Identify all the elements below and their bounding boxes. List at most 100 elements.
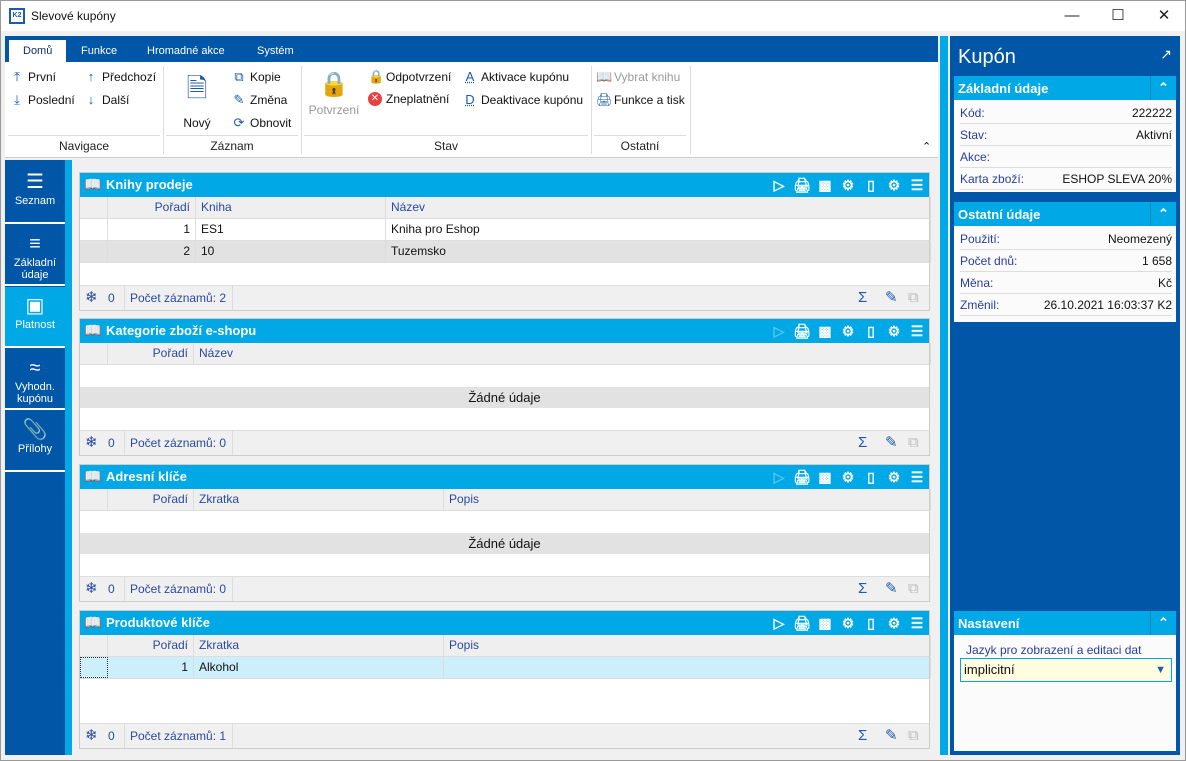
last-button[interactable]: ⤓ Poslední bbox=[10, 92, 75, 108]
filter-icon[interactable]: ❄ bbox=[85, 289, 98, 306]
add-record-icon[interactable]: ⧉ bbox=[908, 580, 919, 597]
menu-icon[interactable]: ☰ bbox=[910, 177, 924, 193]
tab-domu[interactable]: Domů bbox=[9, 40, 67, 62]
print-icon[interactable]: 🖨 bbox=[793, 615, 811, 631]
settings-icon[interactable]: ⚙ bbox=[887, 323, 901, 339]
tab-funkce[interactable]: Funkce bbox=[81, 45, 118, 57]
edit-icon[interactable]: ✎ bbox=[885, 434, 898, 451]
columns-icon[interactable]: ▯ bbox=[867, 177, 875, 193]
sum-icon[interactable]: Σ bbox=[858, 289, 868, 306]
collapse-ribbon-icon[interactable]: ⌃ bbox=[922, 141, 932, 153]
edit-button[interactable]: ✎ Změna bbox=[232, 92, 288, 108]
edit-icon[interactable]: ✎ bbox=[885, 727, 898, 744]
modules-icon[interactable]: ⚙ bbox=[841, 469, 855, 485]
functions-print-button[interactable]: 🖨 Funkce a tisk bbox=[596, 92, 685, 108]
edit-icon[interactable]: ✎ bbox=[885, 289, 898, 306]
column-header[interactable] bbox=[80, 343, 108, 364]
settings-icon[interactable]: ⚙ bbox=[887, 615, 901, 631]
run-icon[interactable]: ▷ bbox=[773, 615, 785, 631]
select-book-button[interactable]: 📖 Vybrat knihu bbox=[596, 69, 680, 85]
add-record-icon[interactable]: ⧉ bbox=[908, 727, 919, 744]
nav-item-2[interactable]: ▣ Platnost bbox=[5, 287, 65, 348]
print-icon[interactable]: 🖨 bbox=[793, 177, 811, 193]
report-icon[interactable]: ▩ bbox=[818, 615, 832, 631]
collapse-chevron-icon[interactable]: ⌃ bbox=[1150, 76, 1176, 100]
unconfirm-button[interactable]: 🔒 Odpotvrzení bbox=[368, 69, 451, 85]
column-header[interactable]: Pořadí bbox=[108, 197, 196, 218]
deactivate-coupon-button[interactable]: D Deaktivace kupónu bbox=[463, 92, 583, 107]
column-header[interactable]: Pořadí bbox=[108, 343, 194, 364]
refresh-button[interactable]: ⟳ Obnovit bbox=[232, 115, 292, 131]
panel-header: 📖 Produktové klíče ▷ 🖨 ▩ ⚙ ▯ ⚙ ☰ bbox=[80, 611, 929, 635]
panel-splitter[interactable] bbox=[940, 36, 948, 755]
language-label: Jazyk pro zobrazení a editaci dat bbox=[966, 643, 1142, 657]
settings-icon[interactable]: ⚙ bbox=[887, 177, 901, 193]
confirm-button[interactable]: 🔒 Potvrzení bbox=[306, 70, 362, 117]
column-header[interactable] bbox=[80, 635, 108, 656]
maximize-button[interactable]: ☐ bbox=[1111, 7, 1125, 24]
columns-icon[interactable]: ▯ bbox=[867, 323, 875, 339]
next-button[interactable]: ↓ Další bbox=[84, 92, 130, 107]
column-header[interactable]: Název bbox=[194, 343, 931, 364]
run-icon[interactable]: ▷ bbox=[773, 469, 785, 485]
filter-icon[interactable]: ❄ bbox=[85, 434, 98, 451]
sum-icon[interactable]: Σ bbox=[858, 580, 868, 597]
column-header[interactable]: Popis bbox=[444, 489, 931, 510]
menu-icon[interactable]: ☰ bbox=[910, 615, 924, 631]
column-header[interactable] bbox=[80, 489, 108, 510]
columns-icon[interactable]: ▯ bbox=[867, 615, 875, 631]
column-header[interactable]: Zkratka bbox=[194, 635, 444, 656]
app-logo: K2 bbox=[9, 8, 25, 24]
edit-icon[interactable]: ✎ bbox=[885, 580, 898, 597]
column-header[interactable]: Popis bbox=[444, 635, 931, 656]
settings-icon[interactable]: ⚙ bbox=[887, 469, 901, 485]
run-icon[interactable]: ▷ bbox=[773, 323, 785, 339]
table-row[interactable]: 2 10 Tuzemsko bbox=[80, 241, 931, 263]
report-icon[interactable]: ▩ bbox=[818, 469, 832, 485]
menu-icon[interactable]: ☰ bbox=[910, 469, 924, 485]
menu-icon[interactable]: ☰ bbox=[910, 323, 924, 339]
column-header[interactable]: Název bbox=[386, 197, 931, 218]
nav-item-4[interactable]: 📎 Přílohy bbox=[5, 411, 65, 472]
filter-icon[interactable]: ❄ bbox=[85, 727, 98, 744]
minimize-button[interactable]: — bbox=[1064, 7, 1080, 24]
previous-button[interactable]: ↑ Předchozí bbox=[84, 69, 156, 84]
new-button[interactable]: 🗎 Nový bbox=[176, 70, 218, 130]
add-record-icon[interactable]: ⧉ bbox=[908, 289, 919, 306]
report-icon[interactable]: ▩ bbox=[818, 323, 832, 339]
popout-icon[interactable]: ↗ bbox=[1160, 46, 1172, 62]
modules-icon[interactable]: ⚙ bbox=[841, 615, 855, 631]
table-row[interactable]: 1 ES1 Kniha pro Eshop bbox=[80, 219, 931, 241]
activate-coupon-button[interactable]: A Aktivace kupónu bbox=[463, 69, 569, 84]
close-button[interactable]: ✕ bbox=[1157, 7, 1171, 24]
column-header[interactable]: Zkratka bbox=[194, 489, 444, 510]
collapse-chevron-icon[interactable]: ⌃ bbox=[1150, 611, 1176, 635]
first-button[interactable]: ⤒ První bbox=[10, 69, 56, 85]
nav-item-3[interactable]: ≈ Vyhodn. kupónu bbox=[5, 349, 65, 410]
language-select[interactable]: implicitní ▼ bbox=[960, 658, 1172, 682]
sum-icon[interactable]: Σ bbox=[858, 727, 868, 744]
tab-hromadne-akce[interactable]: Hromadné akce bbox=[147, 45, 225, 57]
column-header[interactable] bbox=[80, 197, 108, 218]
table-row[interactable]: 1 Alkohol bbox=[80, 657, 931, 679]
nav-item-0[interactable]: ☰ Seznam bbox=[5, 163, 65, 224]
print-icon[interactable]: 🖨 bbox=[793, 323, 811, 339]
filter-icon[interactable]: ❄ bbox=[85, 580, 98, 597]
run-icon[interactable]: ▷ bbox=[773, 177, 785, 193]
report-icon[interactable]: ▩ bbox=[818, 177, 832, 193]
columns-icon[interactable]: ▯ bbox=[867, 469, 875, 485]
column-header[interactable]: Pořadí bbox=[108, 635, 194, 656]
tab-system[interactable]: Systém bbox=[257, 45, 294, 57]
modules-icon[interactable]: ⚙ bbox=[841, 323, 855, 339]
column-header[interactable]: Pořadí bbox=[108, 489, 194, 510]
copy-button[interactable]: ⧉ Kopie bbox=[232, 69, 280, 85]
print-icon[interactable]: 🖨 bbox=[793, 469, 811, 485]
nav-item-1[interactable]: ≡ Základní údaje bbox=[5, 225, 65, 286]
collapse-chevron-icon[interactable]: ⌃ bbox=[1150, 202, 1176, 226]
add-record-icon[interactable]: ⧉ bbox=[908, 434, 919, 451]
sum-icon[interactable]: Σ bbox=[858, 434, 868, 451]
invalidate-button[interactable]: ✕ Zneplatnění bbox=[368, 92, 449, 106]
modules-icon[interactable]: ⚙ bbox=[841, 177, 855, 193]
table-cell: ES1 bbox=[196, 219, 386, 240]
column-header[interactable]: Kniha bbox=[196, 197, 386, 218]
